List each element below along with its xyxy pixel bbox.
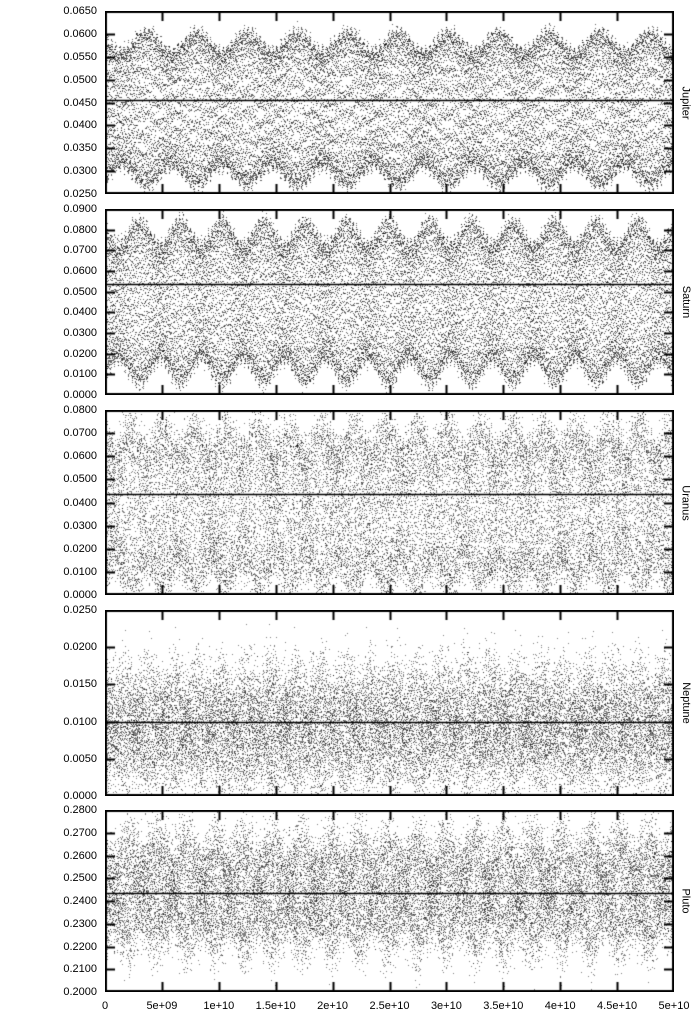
ytick-label-jupiter: 0.0400: [63, 119, 97, 132]
panel-label-text-jupiter: Jupiter: [680, 85, 692, 120]
xtick-label: 1e+10: [203, 1000, 235, 1012]
ytick-label-pluto: 0.2000: [63, 986, 97, 998]
scatter-canvas-jupiter: [105, 11, 674, 194]
xtick-label: 2e+10: [317, 1000, 349, 1012]
ytick-label-saturn: 0.0400: [63, 306, 97, 319]
ytick-label-jupiter: 0.0500: [63, 73, 97, 86]
ytick-label-saturn: 0.0600: [63, 265, 97, 277]
xtick-label: 3.5e+10: [483, 1000, 524, 1012]
ytick-label-jupiter: 0.0300: [63, 165, 97, 178]
xtick-label: 4e+10: [544, 1000, 576, 1012]
ytick-label-jupiter: 0.0350: [63, 142, 97, 155]
xtick-label: 3e+10: [430, 1000, 462, 1012]
ytick-label-pluto: 0.2100: [63, 963, 97, 976]
ytick-label-pluto: 0.2500: [63, 872, 97, 885]
ytick-label-pluto: 0.2300: [63, 917, 97, 930]
ytick-label-saturn: 0.0800: [63, 223, 97, 236]
panel-jupiter: [105, 11, 674, 194]
ytick-label-pluto: 0.2800: [63, 804, 97, 816]
ytick-label-jupiter: 0.0550: [63, 50, 97, 63]
panel-saturn: [105, 209, 674, 395]
ytick-label-jupiter: 0.0600: [63, 27, 97, 40]
scatter-canvas-saturn: [105, 209, 674, 395]
ytick-label-saturn: 0.0500: [63, 285, 97, 298]
ytick-label-neptune: 0.0150: [63, 678, 97, 691]
scatter-canvas-uranus: [105, 410, 674, 595]
panel-label-uranus: Uranus: [676, 410, 696, 595]
ytick-label-neptune: 0.0000: [63, 790, 97, 802]
ytick-label-uranus: 0.0100: [63, 565, 97, 578]
panel-neptune: [105, 610, 674, 796]
ytick-label-neptune: 0.0200: [63, 641, 97, 654]
ytick-label-uranus: 0.0800: [63, 404, 97, 416]
ytick-label-neptune: 0.0100: [63, 715, 97, 728]
panel-label-text-saturn: Saturn: [680, 285, 693, 319]
xtick-label: 0: [101, 1000, 109, 1012]
panel-label-jupiter: Jupiter: [676, 11, 696, 194]
ytick-label-uranus: 0.0400: [63, 496, 97, 509]
ytick-label-uranus: 0.0000: [63, 589, 97, 601]
scatter-canvas-pluto: [105, 810, 674, 992]
xtick-label: 5e+09: [146, 1000, 178, 1012]
panel-pluto: [105, 810, 674, 992]
ytick-label-uranus: 0.0700: [63, 427, 97, 440]
ytick-label-uranus: 0.0200: [63, 542, 97, 555]
ytick-label-jupiter: 0.0650: [63, 5, 97, 17]
ytick-label-saturn: 0.0100: [63, 368, 97, 381]
ytick-label-neptune: 0.0250: [63, 604, 97, 616]
ytick-label-jupiter: 0.0250: [63, 188, 97, 200]
panel-label-pluto: Pluto: [676, 810, 696, 992]
ytick-label-saturn: 0.0700: [63, 244, 97, 257]
ytick-label-saturn: 0.0300: [63, 327, 97, 339]
panel-label-saturn: Saturn: [676, 209, 696, 395]
xtick-label: 4.5e+10: [597, 1000, 638, 1012]
scatter-canvas-neptune: [105, 610, 674, 796]
ytick-label-neptune: 0.0050: [63, 752, 97, 765]
ytick-label-uranus: 0.0500: [63, 473, 97, 486]
ytick-label-pluto: 0.2400: [63, 895, 97, 907]
ytick-label-saturn: 0.0900: [63, 203, 97, 215]
ytick-label-saturn: 0.0000: [63, 389, 97, 401]
ytick-label-saturn: 0.0200: [63, 347, 97, 360]
ytick-label-pluto: 0.2200: [63, 940, 97, 953]
ytick-label-jupiter: 0.0450: [63, 96, 97, 109]
xtick-label: 2.5e+10: [369, 1000, 410, 1012]
panel-label-neptune: Neptune: [676, 610, 696, 796]
xtick-label: 5e+10: [658, 1000, 690, 1012]
ytick-label-pluto: 0.2700: [63, 826, 97, 839]
ytick-label-uranus: 0.0300: [63, 519, 97, 532]
panel-uranus: [105, 410, 674, 595]
ytick-label-uranus: 0.0600: [63, 450, 97, 463]
panel-label-text-uranus: Uranus: [680, 484, 692, 521]
panel-label-text-neptune: Neptune: [680, 682, 692, 724]
ytick-label-pluto: 0.2600: [63, 849, 97, 862]
panel-label-text-pluto: Pluto: [680, 888, 693, 914]
xtick-label: 1.5e+10: [255, 1000, 296, 1012]
